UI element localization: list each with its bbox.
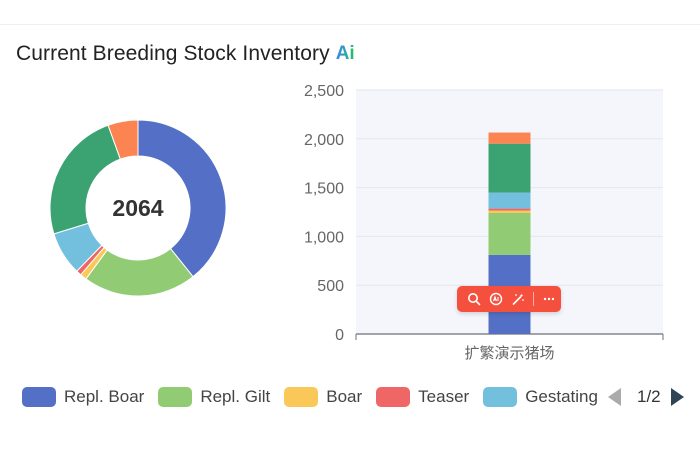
y-tick-label: 1,000	[304, 229, 344, 246]
legend-swatch	[376, 387, 411, 407]
legend-swatch	[22, 387, 56, 407]
legend-label: Gestating	[525, 387, 598, 406]
bar-segment[interactable]	[488, 143, 531, 193]
stacked-bar-chart: 0 500 1,000 1,500 2,000 2,500 扩繁演示猪场	[304, 83, 664, 362]
bar-segment[interactable]	[488, 192, 531, 209]
legend-label: Repl. Boar	[64, 387, 145, 406]
y-tick-label: 2,000	[304, 132, 344, 149]
legend-item[interactable]: Boar	[284, 387, 362, 407]
legend-page-indicator: 1/2	[637, 387, 661, 406]
donut-center-value: 2064	[112, 195, 163, 221]
donut-slice[interactable]	[137, 119, 227, 278]
legend-swatch	[158, 387, 193, 407]
bar-segment[interactable]	[488, 212, 531, 255]
bar-segment[interactable]	[488, 210, 531, 213]
card-header: Current Breeding Stock Inventory Ai	[16, 42, 355, 66]
chevron-right-icon[interactable]	[670, 388, 684, 406]
legend-item[interactable]: Teaser	[376, 387, 469, 407]
chart-floating-toolbar	[457, 286, 561, 312]
legend-swatch	[284, 387, 319, 407]
legend-pager: 1/2	[608, 384, 684, 410]
donut-slice[interactable]	[107, 119, 139, 160]
legend-label: Repl. Gilt	[200, 387, 271, 406]
card-title: Current Breeding Stock Inventory	[16, 42, 330, 65]
chevron-left-icon[interactable]	[608, 388, 621, 406]
top-divider	[0, 24, 700, 25]
magic-wand-icon[interactable]	[507, 286, 529, 312]
donut-chart: 2064	[49, 119, 227, 297]
legend-swatch	[483, 387, 518, 407]
y-tick-label: 1,500	[304, 181, 344, 198]
legend-item[interactable]: Repl. Gilt	[158, 387, 270, 407]
more-icon[interactable]	[538, 286, 560, 312]
legend: Repl. Boar Repl. Gilt Boar Teaser Gestating	[22, 380, 599, 414]
x-category-label: 扩繁演示猪场	[464, 344, 554, 362]
legend-item[interactable]: Repl. Boar	[22, 387, 144, 407]
legend-label: Teaser	[418, 387, 470, 406]
legend-item[interactable]: Gestating	[483, 387, 598, 407]
search-icon[interactable]	[463, 286, 485, 312]
ai-icon[interactable]: Ai	[335, 43, 355, 64]
y-tick-label: 500	[317, 278, 344, 295]
toolbar-divider	[533, 292, 534, 306]
bar-segment[interactable]	[488, 132, 531, 144]
ai-icon[interactable]	[485, 286, 507, 312]
donut-slice[interactable]	[49, 124, 121, 235]
y-tick-label: 2,500	[304, 83, 344, 100]
legend-label: Boar	[326, 387, 363, 406]
y-tick-label: 0	[335, 327, 344, 344]
bar-segment[interactable]	[488, 208, 531, 211]
